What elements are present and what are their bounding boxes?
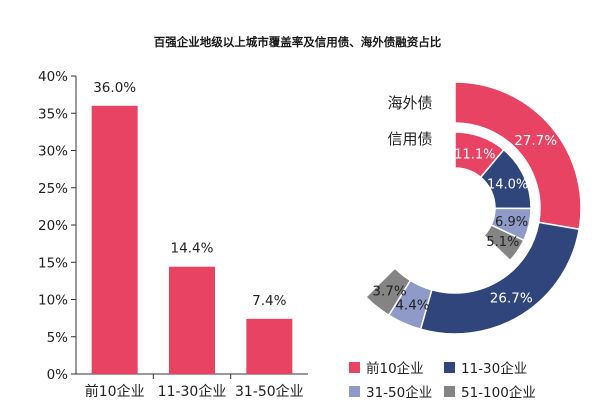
legend-label: 31-50企业 xyxy=(366,384,432,401)
x-tick-label: 31-50企业 xyxy=(235,383,304,400)
inner-ring-slice-label: 6.9% xyxy=(495,215,528,230)
outer-ring-slice-label: 26.7% xyxy=(490,290,533,306)
inner-ring-slice-label: 11.1% xyxy=(454,147,495,162)
y-tick-label: 35% xyxy=(38,106,68,122)
legend-swatch xyxy=(349,386,360,397)
inner-ring-slice xyxy=(482,224,525,262)
legend-label: 11-30企业 xyxy=(461,360,527,377)
outer-ring-slice-label: 27.7% xyxy=(514,133,557,149)
y-tick-label: 5% xyxy=(47,330,69,346)
bar-chart: 0% 5% 10% 15% 20% 25% 30% 35% 40% 36.0% 前10企业 14.4%… xyxy=(38,69,308,400)
inner-ring-name: 信用债 xyxy=(387,130,432,148)
chart-title: 百强企业地级以上城市覆盖率及信用债、海外债融资占比 xyxy=(153,35,442,49)
y-tick-label: 20% xyxy=(38,218,68,234)
outer-ring-slice xyxy=(364,267,412,317)
chart-legend: 前10企业 11-30企业 31-50企业 51-100企业 xyxy=(349,360,536,401)
inner-ring-slice-label: 14.0% xyxy=(487,178,528,193)
legend-label: 前10企业 xyxy=(366,360,424,377)
bar-value-label: 7.4% xyxy=(252,293,286,309)
outer-ring-slice-label: 4.4% xyxy=(395,298,429,314)
y-tick-label: 30% xyxy=(38,144,68,160)
y-tick-label: 0% xyxy=(47,367,69,383)
outer-ring-slice-label: 3.7% xyxy=(372,284,406,300)
y-tick-label: 40% xyxy=(38,69,68,85)
x-tick-label: 前10企业 xyxy=(85,383,145,400)
x-tick-label: 11-30企业 xyxy=(158,383,227,400)
y-tick-label: 10% xyxy=(38,293,68,309)
bar-value-label: 14.4% xyxy=(171,241,214,257)
y-tick-label: 25% xyxy=(38,181,68,197)
bar xyxy=(246,318,293,374)
donut-chart: 27.7% 26.7% 4.4%3.7% 11.1% 14.0% 6.9% 5.1% 海外债信… xyxy=(364,81,582,335)
legend-label: 51-100企业 xyxy=(461,384,536,401)
outer-ring-name: 海外债 xyxy=(387,94,432,112)
legend-swatch xyxy=(444,362,455,373)
legend-swatch xyxy=(444,386,455,397)
bar xyxy=(91,105,138,375)
bar xyxy=(169,266,215,374)
y-tick-label: 15% xyxy=(38,255,68,271)
bar-value-label: 36.0% xyxy=(93,80,136,96)
inner-ring-slice-label: 5.1% xyxy=(486,235,519,250)
legend-swatch xyxy=(349,362,360,373)
